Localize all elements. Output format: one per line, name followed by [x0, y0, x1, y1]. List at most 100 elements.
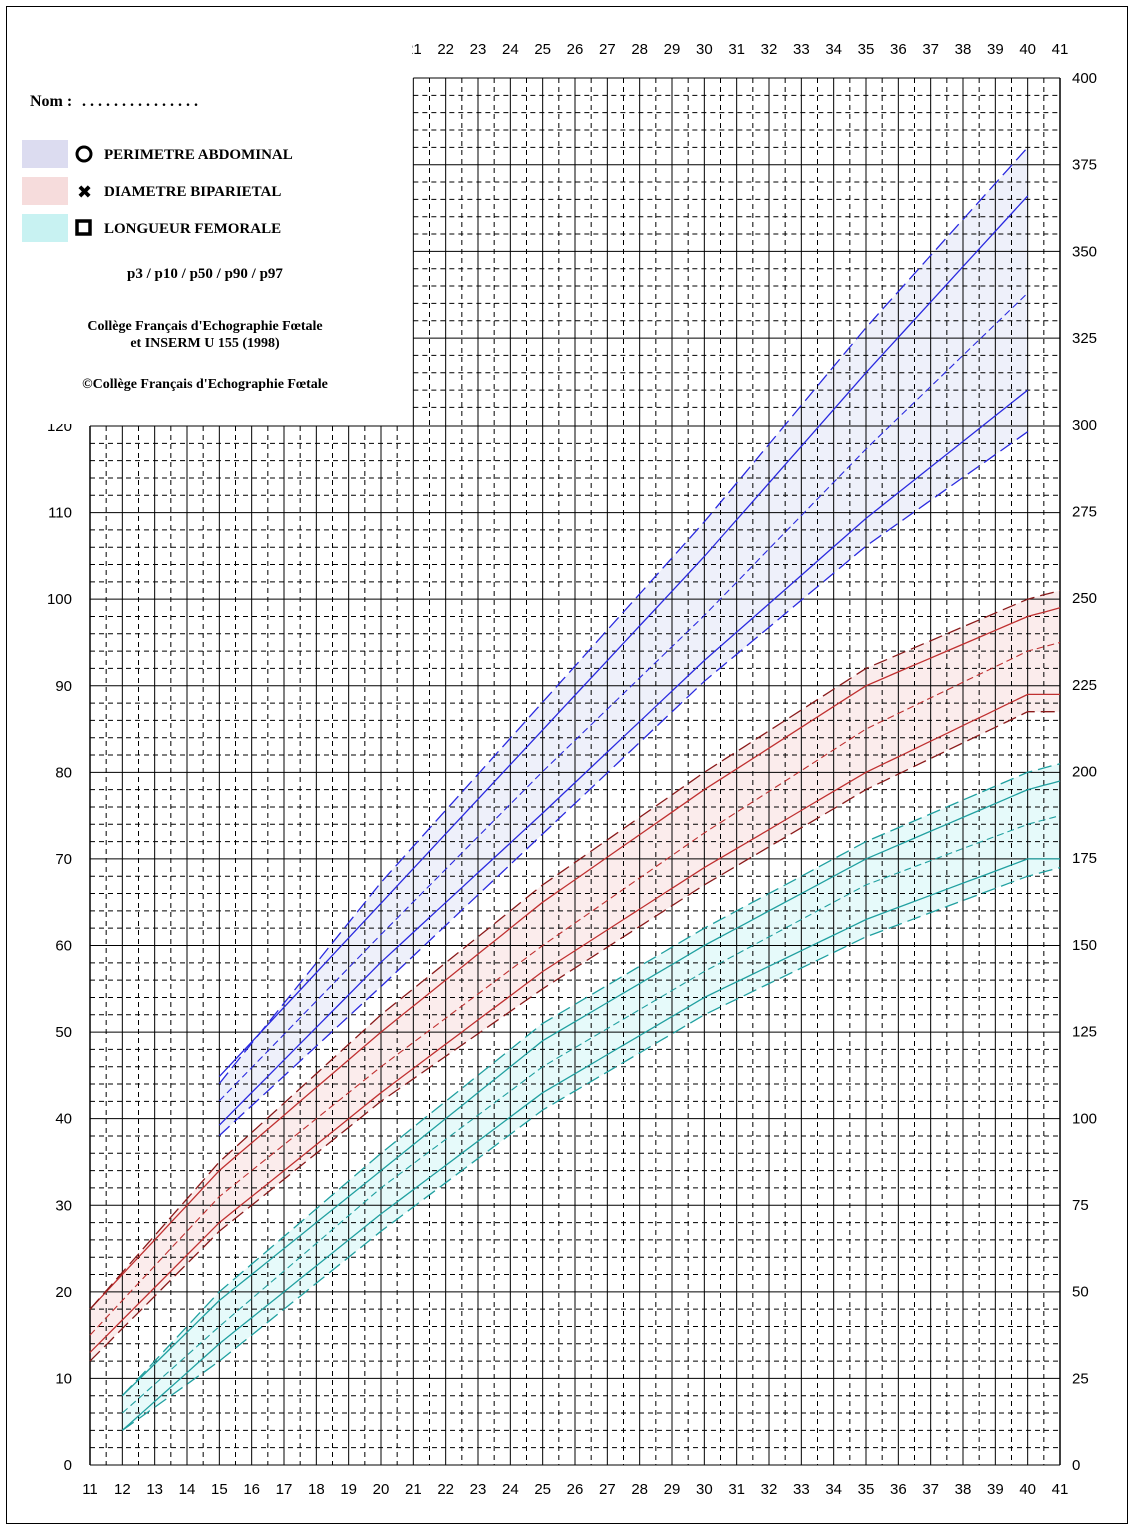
x-tick-label: 22	[437, 1481, 454, 1498]
x-tick-label-top: 24	[502, 41, 519, 58]
x-tick-label-top: 39	[987, 41, 1004, 58]
x-tick-label-top: 27	[599, 41, 616, 58]
x-tick-label: 25	[534, 1481, 551, 1498]
name-dots: . . . . . . . . . . . . . . .	[82, 93, 198, 110]
x-tick-label: 30	[696, 1481, 713, 1498]
y-right-tick-label: 350	[1072, 243, 1097, 260]
curve-1-p3	[89, 711, 1060, 1362]
x-tick-label: 17	[276, 1481, 293, 1498]
x-tick-label-top: 37	[922, 41, 939, 58]
curve-2-p3	[121, 866, 1061, 1431]
y-right-tick-label: 325	[1072, 330, 1097, 347]
x-tick-label: 23	[470, 1481, 487, 1498]
y-left-tick-label: 0	[64, 1457, 72, 1474]
y-left-tick-label: 20	[55, 1284, 72, 1301]
x-tick-label: 13	[146, 1481, 163, 1498]
x-tick-label: 32	[761, 1481, 778, 1498]
name-label: Nom :	[30, 93, 72, 110]
x-tick-label-top: 38	[955, 41, 972, 58]
curve-1-p97	[89, 589, 1061, 1310]
x-tick-label: 29	[664, 1481, 681, 1498]
curve-2-p50	[121, 815, 1061, 1414]
x-tick-label: 39	[987, 1481, 1004, 1498]
x-tick-label-top: 25	[534, 41, 551, 58]
curve-1-p10	[89, 693, 1060, 1353]
x-tick-label: 11	[82, 1481, 98, 1498]
x-tick-label: 26	[567, 1481, 584, 1498]
y-right-tick-label: 0	[1072, 1457, 1080, 1474]
x-tick-label: 18	[308, 1481, 325, 1498]
lf-swatch	[22, 214, 68, 242]
x-tick-label: 12	[114, 1481, 131, 1498]
x-tick-label: 15	[211, 1481, 228, 1498]
x-tick-label-top: 36	[890, 41, 907, 58]
x-tick-label-top: 35	[858, 41, 875, 58]
y-right-tick-label: 300	[1072, 417, 1097, 434]
y-left-tick-label: 90	[55, 678, 72, 695]
x-tick-label-top: 34	[825, 41, 842, 58]
y-right-tick-label: 75	[1072, 1197, 1089, 1214]
credit-line-2: et INSERM U 155 (1998)	[130, 336, 280, 351]
x-tick-label-top: 31	[728, 41, 745, 58]
y-right-tick-label: 175	[1072, 850, 1097, 867]
square-icon	[75, 219, 92, 236]
curve-2-p90	[121, 780, 1061, 1397]
x-tick-label-top: 22	[437, 41, 454, 58]
x-tick-label: 41	[1052, 1481, 1069, 1498]
y-right-tick-label: 50	[1072, 1284, 1089, 1301]
y-right-tick-label: 150	[1072, 937, 1097, 954]
y-left-tick-label: 60	[55, 938, 72, 955]
y-left-tick-label: 50	[55, 1024, 72, 1041]
legend-lf-label: LONGUEUR FEMORALE	[104, 221, 281, 237]
percentile-curves	[89, 146, 1061, 1431]
y-right-tick-label: 275	[1072, 503, 1097, 520]
chart-frame	[6, 6, 1128, 1524]
y-left-tick-label: 80	[55, 764, 72, 781]
curve-1-p50	[89, 641, 1061, 1336]
band-2	[122, 763, 1061, 1431]
x-tick-label: 16	[243, 1481, 260, 1498]
x-tick-label-top: 28	[631, 41, 648, 58]
x-tick-label: 27	[599, 1481, 616, 1498]
x-tick-label-top: 33	[793, 41, 810, 58]
curve-0-p50	[218, 292, 1029, 1102]
y-left-tick-label: 70	[55, 851, 72, 868]
curve-1-p90	[89, 607, 1061, 1310]
y-left-tick-label: 10	[55, 1370, 72, 1387]
curve-2-p10	[121, 858, 1060, 1431]
x-tick-label: 38	[955, 1481, 972, 1498]
legend-bip-label: DIAMETRE BIPARIETAL	[104, 184, 281, 200]
x-tick-label: 21	[405, 1481, 422, 1498]
x-tick-label: 40	[1019, 1481, 1036, 1498]
y-left-tick-label: 110	[48, 505, 72, 522]
legend-pa-label: PERIMETRE ABDOMINAL	[104, 147, 293, 163]
y-left-tick-label: 100	[47, 591, 72, 608]
credit-line-1: Collège Français d'Echographie Fœtale	[87, 319, 322, 334]
bip-swatch	[22, 177, 68, 205]
legend-panel	[14, 12, 412, 424]
x-tick-label: 28	[631, 1481, 648, 1498]
x-tick-label: 35	[858, 1481, 875, 1498]
x-tick-label-top: 29	[664, 41, 681, 58]
y-right-tick-label: 250	[1072, 590, 1097, 607]
curve-0-p90	[218, 195, 1029, 1078]
x-tick-label-top: 40	[1019, 41, 1036, 58]
band-0	[219, 147, 1028, 1136]
curve-0-p3	[218, 431, 1029, 1137]
y-left-tick-label: 40	[55, 1111, 72, 1128]
y-right-tick-label: 200	[1072, 764, 1097, 781]
x-tick-label: 31	[728, 1481, 745, 1498]
y-right-tick-label: 25	[1072, 1370, 1089, 1387]
y-right-tick-label: 125	[1072, 1024, 1097, 1041]
percentiles-label: p3 / p10 / p50 / p90 / p97	[127, 266, 283, 282]
x-tick-label-top: 26	[567, 41, 584, 58]
x-tick-label: 19	[340, 1481, 357, 1498]
x-tick-label: 34	[825, 1481, 842, 1498]
curve-2-p97	[121, 763, 1061, 1397]
pa-swatch	[22, 140, 68, 168]
cross-icon: ✖	[77, 182, 92, 203]
y-right-tick-label: 100	[1072, 1110, 1097, 1127]
y-right-tick-label: 400	[1072, 70, 1097, 87]
curve-0-p10	[218, 389, 1029, 1126]
